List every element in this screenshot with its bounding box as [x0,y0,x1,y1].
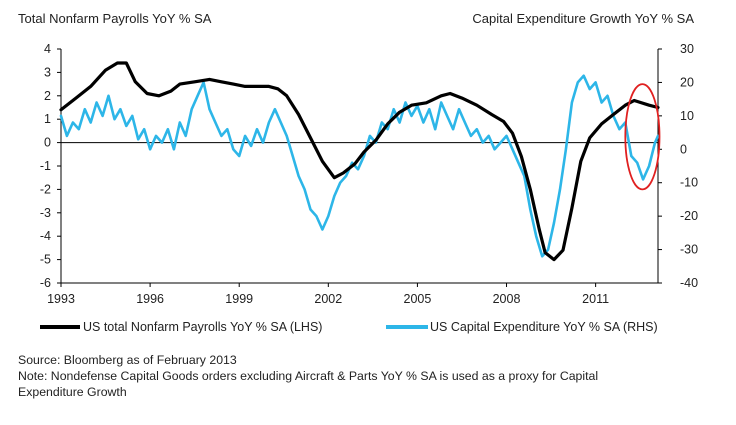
y-left-tick-label: 4 [44,42,51,56]
y-right-tick-label: -20 [680,209,698,223]
y-left-tick-label: -1 [40,159,51,173]
y-left-tick-label: -3 [40,206,51,220]
right-axis-title: Capital Expenditure Growth YoY % SA [472,11,694,26]
x-tick-label: 2008 [493,292,521,306]
y-left-tick-label: 3 [44,65,51,79]
series-line-payrolls [59,61,660,262]
annotation-layer [624,83,661,191]
source-text: Source: Bloomberg as of February 2013 [18,353,237,367]
highlight-ellipse [624,83,661,191]
legend-label-capex: US Capital Expenditure YoY % SA (RHS) [430,320,658,334]
left-axis-title: Total Nonfarm Payrolls YoY % SA [18,11,212,26]
x-tick-label: 2002 [314,292,342,306]
chart: Total Nonfarm Payrolls YoY % SA Capital … [18,11,698,334]
y-left-tick-label: -2 [40,182,51,196]
y-left-tick-label: 1 [44,112,51,126]
y-left-tick-label: 0 [44,136,51,150]
legend: US total Nonfarm Payrolls YoY % SA (LHS)… [40,320,658,334]
note-text-line1: Note: Nondefense Capital Goods orders ex… [18,369,599,383]
footer-notes: Source: Bloomberg as of February 2013 No… [18,352,718,400]
x-tick-label: 2011 [582,292,609,306]
y-right-tick-label: -10 [680,176,698,190]
x-tick-label: 1993 [47,292,75,306]
note-text-line2: Expenditure Growth [18,385,127,399]
x-tick-label: 2005 [404,292,432,306]
y-left-tick-label: 2 [44,89,51,103]
y-right-tick-label: 0 [680,142,687,156]
x-tick-label: 1999 [225,292,253,306]
legend-label-payrolls: US total Nonfarm Payrolls YoY % SA (LHS) [83,320,322,334]
y-right-tick-label: -30 [680,243,698,257]
y-right-tick-label: 30 [680,42,694,56]
y-left-tick-label: -4 [40,229,51,243]
x-tick-label: 1996 [136,292,164,306]
axes: 43210-1-2-3-4-5-63020100-10-20-30-401993… [40,42,698,306]
y-left-tick-label: -5 [40,253,51,267]
series-layer [59,61,660,262]
y-right-tick-label: -40 [680,276,698,290]
y-right-tick-label: 20 [680,75,694,89]
y-left-tick-label: -6 [40,276,51,290]
y-right-tick-label: 10 [680,109,694,123]
series-line-capex [59,74,660,258]
